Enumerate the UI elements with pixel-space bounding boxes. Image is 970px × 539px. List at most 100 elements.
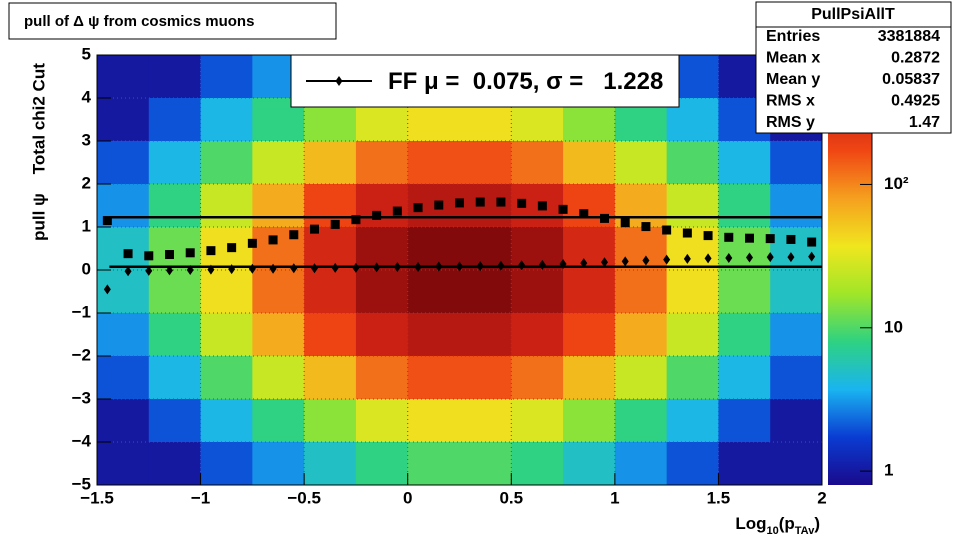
x-tick-label: −1: [191, 488, 210, 507]
square-marker: [206, 246, 216, 256]
square-marker: [289, 230, 299, 240]
y-tick-label: 5: [82, 44, 91, 63]
heat-cell: [148, 442, 202, 486]
heat-cell: [614, 399, 668, 443]
heat-cell: [200, 184, 253, 228]
heat-cell: [200, 98, 253, 142]
heat-cell: [200, 356, 253, 400]
square-marker: [558, 204, 568, 214]
diamond-marker: [683, 253, 691, 264]
heat-cell: [304, 399, 357, 443]
heat-cell: [407, 356, 460, 400]
diamond-marker: [145, 265, 153, 276]
x-axis-title-part: (p: [779, 514, 795, 533]
heat-cell: [148, 270, 202, 314]
heat-cell: [252, 313, 305, 357]
diamond-marker: [559, 258, 567, 269]
heat-cell: [407, 442, 460, 486]
diamond-marker: [393, 261, 401, 272]
heat-cell: [718, 270, 771, 314]
heat-cell: [511, 442, 564, 486]
diamond-marker: [621, 256, 629, 267]
heat-cell: [770, 227, 823, 271]
chart-title: pull of Δ ψ from cosmics muons: [24, 13, 254, 30]
heat-cell: [666, 184, 719, 228]
heat-cell: [97, 399, 150, 443]
heat-cell: [459, 227, 512, 271]
heat-cell: [407, 227, 460, 271]
legend-part: μ =: [424, 68, 459, 95]
diamond-marker: [124, 266, 132, 277]
diamond-marker: [642, 255, 650, 266]
heat-cell: [718, 141, 771, 185]
heat-cell: [614, 141, 668, 185]
square-marker: [620, 218, 630, 228]
heat-cell: [97, 55, 150, 99]
heat-cell: [666, 270, 719, 314]
heat-cell: [252, 270, 305, 314]
diamond-marker: [476, 261, 484, 272]
square-marker: [434, 200, 444, 210]
diamond-marker: [311, 263, 318, 274]
heat-cell: [614, 442, 668, 486]
stats-key: Mean y: [766, 71, 820, 88]
heat-cell: [407, 313, 460, 357]
heat-cell: [666, 399, 719, 443]
heat-cell: [355, 141, 409, 185]
stats-key: Mean x: [766, 50, 820, 67]
heat-cell: [614, 227, 668, 271]
heat-cell: [252, 141, 305, 185]
heat-cell: [355, 184, 409, 228]
x-tick-label: 2: [817, 488, 826, 507]
heat-cell: [459, 399, 512, 443]
heat-cell: [97, 98, 150, 142]
square-marker: [600, 213, 609, 223]
square-marker: [662, 225, 672, 235]
square-marker: [268, 235, 278, 245]
square-marker: [123, 249, 133, 259]
x-axis-title-part: Log: [735, 514, 766, 533]
square-marker: [392, 206, 402, 216]
heat-cell: [718, 184, 771, 228]
heat-cell: [718, 313, 771, 357]
heat-cell: [148, 98, 202, 142]
diamond-marker: [497, 260, 505, 271]
diamond-marker: [103, 284, 111, 295]
heat-cell: [148, 399, 202, 443]
heat-cell: [97, 313, 150, 357]
stats-value: 0.05837: [882, 71, 940, 88]
y-axis-title: pull ψ Total chi2 Cut: [29, 63, 48, 241]
diamond-marker: [766, 252, 774, 263]
stats-key: RMS y: [766, 114, 815, 131]
heat-cell: [148, 313, 202, 357]
square-marker: [310, 224, 319, 234]
square-marker: [475, 197, 485, 207]
heat-cell: [666, 356, 719, 400]
square-marker: [807, 237, 817, 247]
square-marker: [330, 219, 340, 229]
y-tick-label: 2: [82, 173, 91, 192]
heat-cell: [718, 442, 771, 486]
square-marker: [579, 209, 589, 219]
x-tick-label: 1.5: [707, 488, 731, 507]
legend-part: 1.228: [603, 68, 663, 95]
heat-cell: [200, 141, 253, 185]
heat-cell: [718, 356, 771, 400]
heat-cell: [355, 313, 409, 357]
diamond-marker: [414, 261, 422, 272]
heat-cell: [770, 141, 823, 185]
x-axis-title-part: 10: [766, 525, 778, 537]
stats-value: 3381884: [878, 28, 940, 45]
square-marker: [102, 216, 112, 226]
diamond-marker: [746, 252, 753, 263]
square-marker: [144, 251, 154, 261]
heat-cell: [770, 313, 823, 357]
x-axis-title-part: TAv: [795, 525, 815, 537]
heat-cell: [252, 184, 305, 228]
heat-cell: [304, 184, 357, 228]
heat-cell: [666, 442, 719, 486]
y-tick-label: −4: [72, 431, 92, 450]
heat-cell: [563, 313, 616, 357]
